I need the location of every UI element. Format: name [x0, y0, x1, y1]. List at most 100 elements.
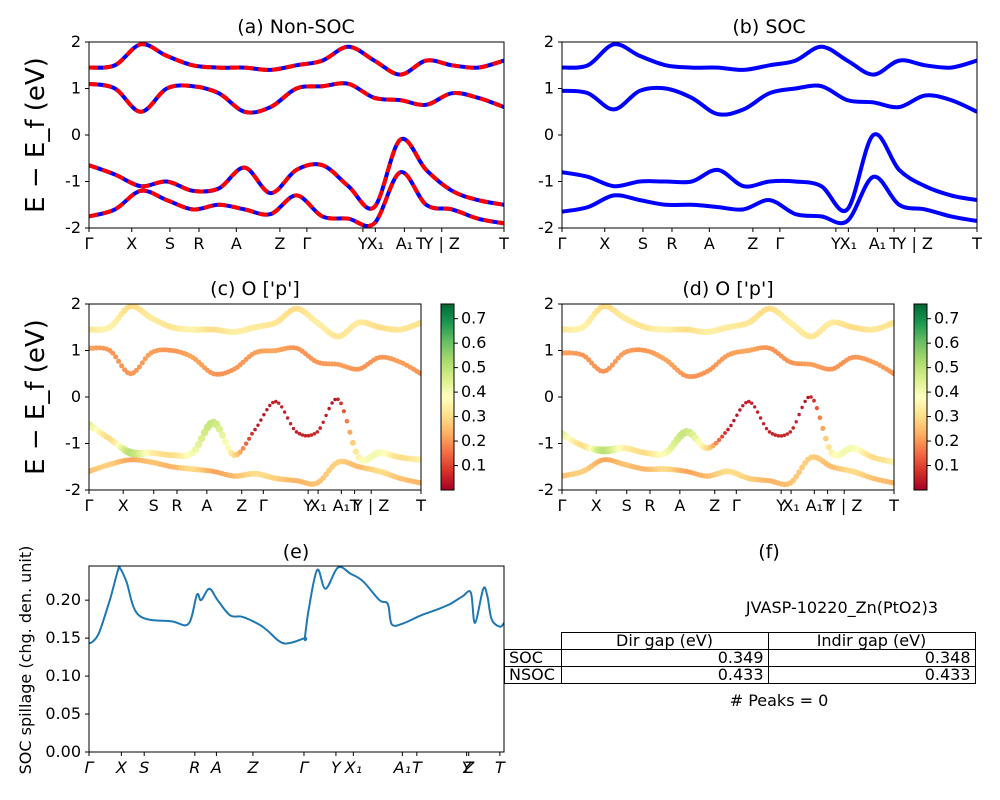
panel-d-point	[755, 410, 760, 414]
panel-d-point	[761, 422, 766, 426]
panel-e-xtick-label: Y	[331, 758, 342, 777]
panel-d-point	[738, 408, 742, 412]
panel-d-xtick-label: Y | Z	[825, 496, 862, 515]
panel-c-point	[309, 433, 314, 437]
panel-d-point	[776, 434, 781, 438]
panel-e-ytick-label: 0.10	[45, 666, 81, 685]
panel-e-xtick-label: Γ	[85, 758, 95, 777]
panel-c-point	[247, 436, 252, 441]
panel-c-point	[324, 413, 328, 418]
panel-c-point	[218, 431, 226, 439]
colorbar-tick-label: 0.7	[934, 309, 959, 328]
panel-b-ytick-label: 2	[544, 32, 554, 51]
panel-a-xtick-label: R	[193, 234, 204, 253]
spillage-line	[89, 566, 504, 645]
panel-c-point	[327, 406, 331, 411]
table-header-dir: Dir gap (eV)	[560, 632, 769, 650]
panel-c-point	[418, 371, 421, 377]
panel-d-point	[770, 432, 775, 436]
panel-c-point	[282, 410, 287, 414]
panel-c-point	[142, 356, 148, 362]
panel-d-point	[820, 425, 826, 431]
colorbar-tick-label: 0.5	[461, 358, 486, 377]
panel-e-xtick-label: Y	[462, 758, 473, 777]
panel-a-xtick-label: Γ	[85, 234, 94, 253]
panel-b-xtick-label: T	[888, 234, 899, 253]
panel-c-point	[294, 430, 299, 434]
gap-table: Dir gap (eV) Indir gap (eV) SOC 0.349 0.…	[504, 632, 976, 684]
colorbar-tick-label: 0.7	[461, 309, 486, 328]
panel-d-point	[716, 437, 722, 443]
colorbar-c	[440, 303, 455, 491]
colorbar-tick-label: 0.3	[461, 407, 486, 426]
panel-a-xtick-label: T	[415, 234, 426, 253]
panel-b-xtick-label: Y	[830, 234, 841, 253]
panel-d-point	[794, 420, 798, 424]
panel-b-xtick-label: A	[704, 234, 715, 253]
panel-b-xtick-label: X	[599, 234, 610, 253]
series-line	[562, 83, 977, 117]
panel-c-xtick-label: Y | Z	[352, 496, 389, 515]
panel-d-point	[726, 427, 730, 432]
panel-c-xtick-label: R	[171, 496, 182, 515]
panel-c-point	[195, 440, 203, 449]
panel-c-point	[225, 444, 232, 452]
panel-c-point	[417, 456, 421, 464]
panel-d-point	[767, 430, 772, 434]
colorbar-tick-label: 0.6	[934, 333, 959, 352]
panel-c-point	[418, 319, 421, 326]
panel-c-xtick-label: Y	[302, 496, 313, 515]
panel-c-point	[300, 433, 305, 437]
panel-c-point	[274, 399, 278, 404]
panel-d-point	[732, 418, 736, 423]
colorbar-tick-label: 0.2	[934, 431, 959, 450]
panel-a-xtick-label: Y	[357, 234, 368, 253]
panel-c-xtick-label: Γ	[85, 496, 94, 515]
panel-a-title: (a) Non-SOC	[237, 16, 355, 38]
panel-d-xtick-label: X₁	[782, 496, 799, 515]
panel-e-xtick-label: R	[189, 758, 200, 777]
panel-c-ytick-label: -2	[65, 480, 81, 499]
panel-c-point	[277, 401, 281, 405]
panel-d-point	[747, 399, 751, 404]
panel-c-xtick-label: T	[349, 496, 360, 515]
panel-d-point	[741, 404, 745, 408]
panel-e-xtick-label: T	[412, 758, 423, 777]
panel-c-ytick-label: -1	[65, 434, 81, 453]
series-line-up	[89, 170, 504, 228]
panel-c-point	[297, 431, 302, 436]
panel-e-xtick-label: X	[115, 758, 128, 777]
table-header-row: Dir gap (eV) Indir gap (eV)	[505, 632, 976, 650]
panel-d-xtick-label: Y	[775, 496, 786, 515]
panel-a-ytick-label: 0	[71, 125, 81, 144]
panel-d-xtick-label: A	[674, 496, 685, 515]
panel-b-xtick-label: Z	[747, 234, 758, 253]
panel-b-xtick-label: T	[971, 234, 982, 253]
panel-c-point	[341, 409, 346, 414]
colorbar-tick-label: 0.2	[461, 431, 486, 450]
panel-d-xtick-label: Z	[709, 496, 720, 515]
panel-c-point	[256, 423, 260, 427]
panel-b-xtick-label: Γ	[775, 234, 784, 253]
panel-d-point	[720, 434, 725, 439]
series-line-down	[89, 42, 504, 77]
panel-c-point	[330, 401, 334, 405]
panel-c-point	[336, 397, 340, 402]
panel-d-xtick-label: Γ	[558, 496, 567, 515]
colorbar-tick-label: 0.5	[934, 358, 959, 377]
panel-d-point	[729, 423, 733, 428]
panel-b-xtick-label: A₁	[869, 234, 886, 253]
panel-c-point	[240, 446, 246, 451]
panel-c-ytick-label: 0	[71, 387, 81, 406]
panel-d-xtick-label: X	[591, 496, 602, 515]
panel-d-xtick-label: Γ	[732, 496, 741, 515]
panel-c-point	[237, 449, 243, 455]
panel-e-ytick-label: 0.00	[45, 742, 81, 761]
panel-a-frame	[88, 41, 505, 229]
colorbar-tick-label: 0.1	[461, 456, 486, 475]
series-line-up	[89, 42, 504, 77]
